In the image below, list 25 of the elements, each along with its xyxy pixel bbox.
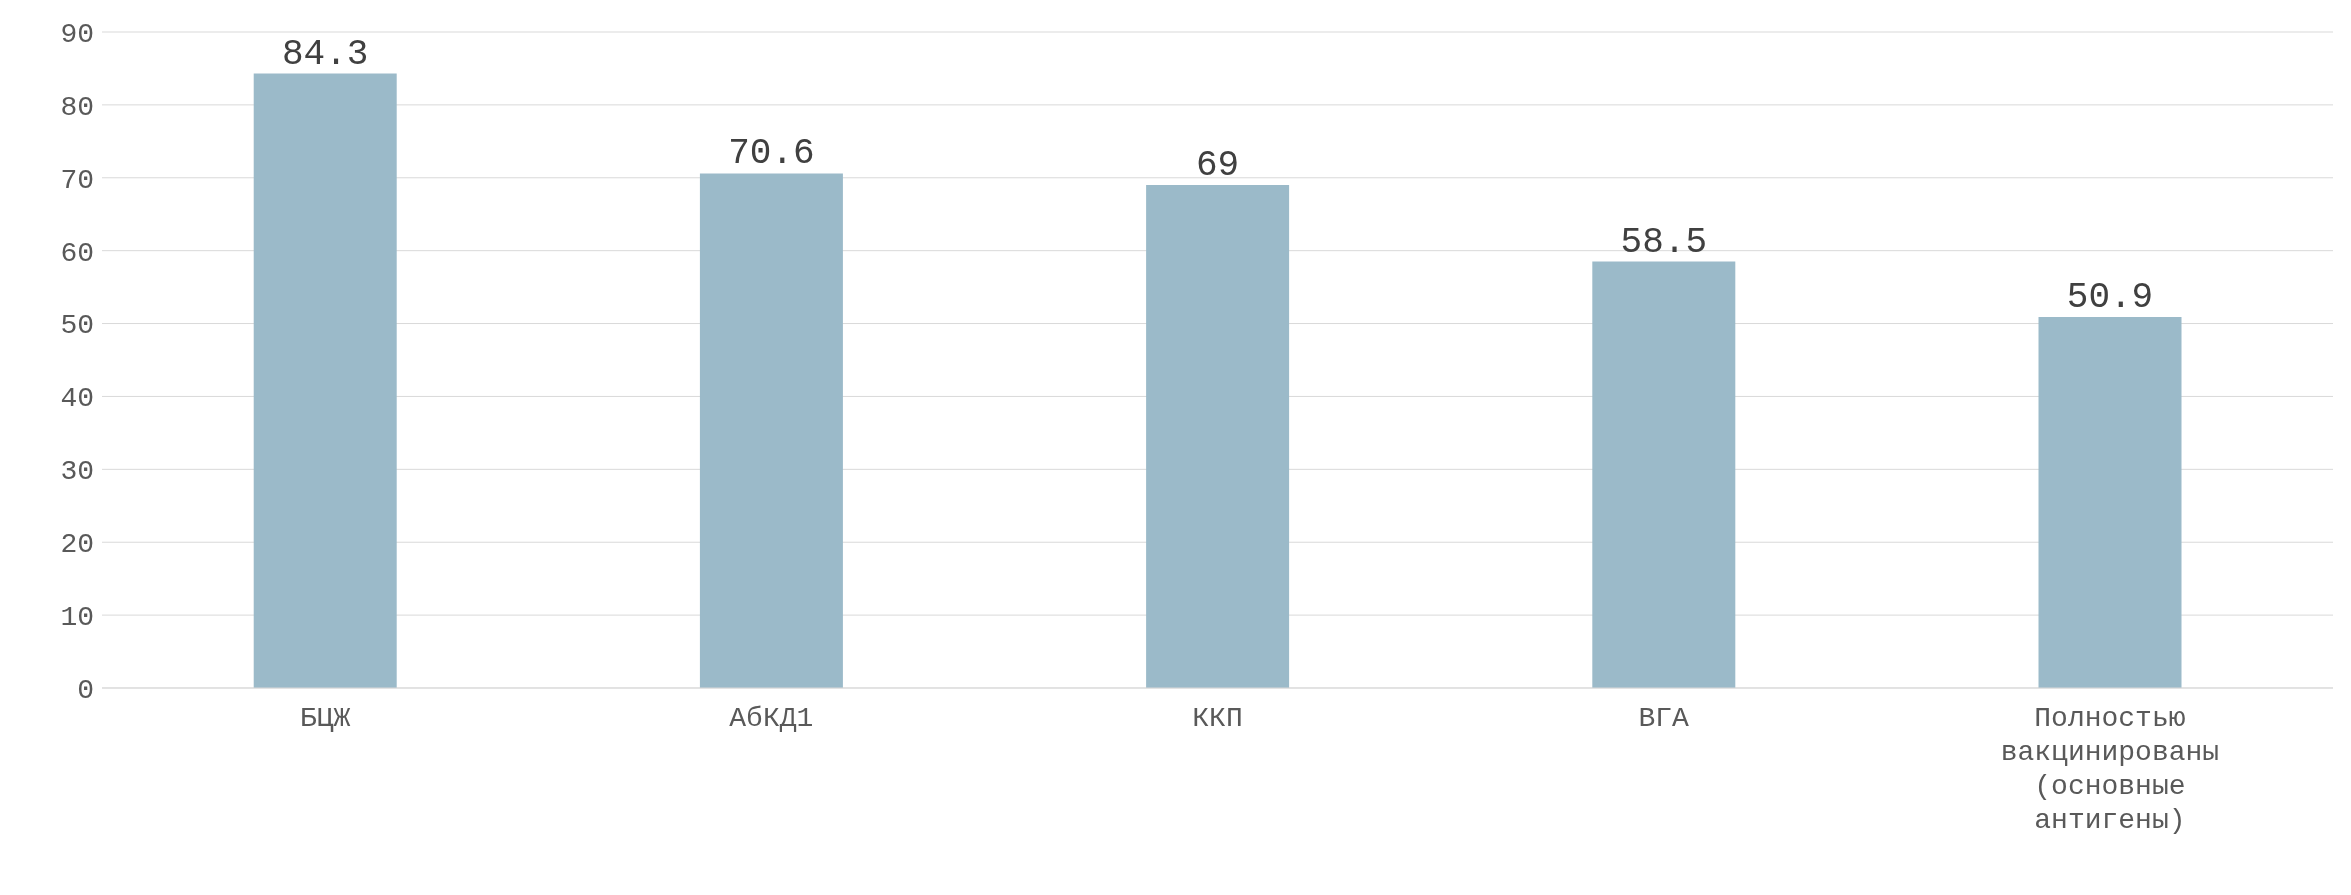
bar [2038,317,2182,688]
data-label: 58.5 [1620,221,1708,263]
data-label: 70.6 [728,133,815,175]
y-tick-label: 70 [60,164,94,196]
x-tick-label: Полностью вакцинированы (основные антигены) [2000,703,2220,836]
x-tick-label: ККП [1192,703,1243,734]
y-tick-label: 80 [60,91,94,123]
bar [699,173,843,688]
y-tick-label: 20 [60,529,94,561]
y-tick-label: 50 [60,310,94,342]
y-tick-label: 40 [60,383,94,415]
data-label: 50.9 [2066,277,2154,318]
y-tick-label: 60 [60,237,94,269]
y-tick-label: 30 [60,456,94,488]
data-label: 84.3 [282,33,369,75]
x-tick-label: ВГА [1638,703,1690,734]
y-tick-label: 90 [60,18,94,50]
bar [253,73,397,688]
y-tick-label: 10 [60,602,94,634]
x-tick-label: АбКД1 [729,703,814,734]
y-tick-label: 0 [77,674,94,706]
bar [1146,185,1290,688]
bar [1592,261,1736,688]
x-tick-label: БЦЖ [299,703,351,734]
data-label: 69 [1196,145,1240,187]
